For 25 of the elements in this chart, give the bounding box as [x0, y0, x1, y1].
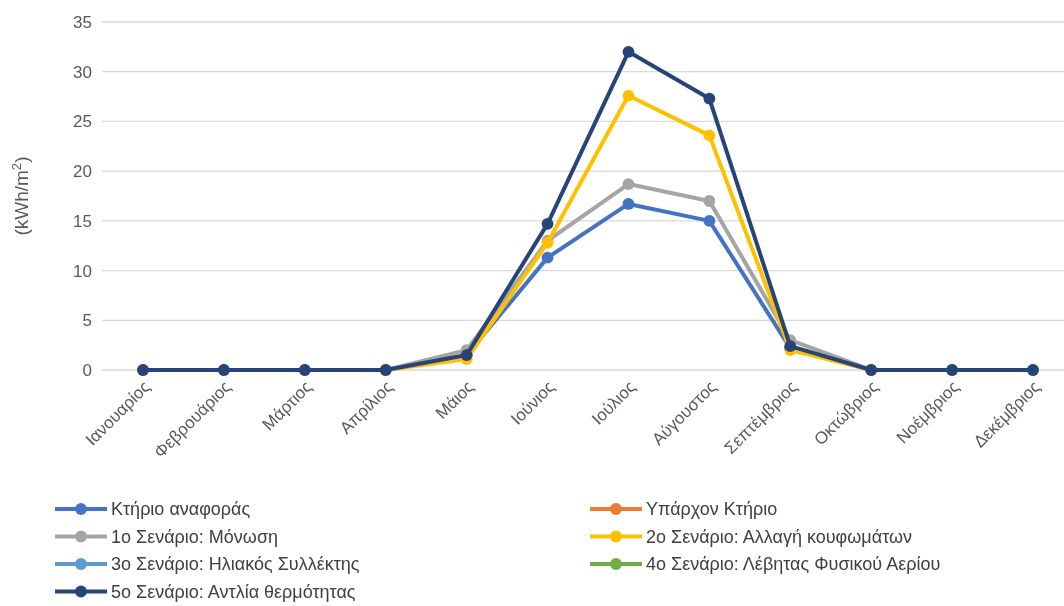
point — [703, 92, 716, 105]
point — [703, 195, 716, 207]
legend-label: Κτήριο αναφοράς — [111, 499, 251, 520]
point — [541, 217, 554, 230]
y-tick-label: 35 — [73, 12, 92, 32]
legend-label: 5ο Σενάριο: Αντλία θερμότητας — [111, 581, 356, 602]
legend-label: 2ο Σενάριο: Αλλαγή κουφωμάτων — [646, 526, 913, 547]
y-tick-label: 5 — [82, 311, 92, 331]
legend-label: Υπάρχον Κτήριο — [646, 499, 778, 520]
y-tick-label: 15 — [73, 211, 92, 231]
point — [622, 198, 635, 210]
point — [622, 45, 635, 58]
legend-label: 1ο Σενάριο: Μόνωση — [111, 526, 279, 547]
point — [622, 89, 635, 102]
legend-label: 4ο Σενάριο: Λέβητας Φυσικού Αερίου — [646, 554, 941, 575]
y-tick-label: 30 — [73, 62, 92, 82]
y-tick-label: 20 — [73, 162, 92, 182]
point — [622, 178, 635, 190]
point — [703, 214, 716, 227]
point — [703, 129, 716, 142]
y-tick-label: 0 — [82, 360, 92, 380]
point — [541, 251, 554, 264]
y-tick-label: 10 — [73, 261, 92, 281]
legend-label: 3ο Σενάριο: Ηλιακός Συλλέκτης — [111, 554, 360, 575]
y-tick-label: 25 — [73, 112, 92, 132]
